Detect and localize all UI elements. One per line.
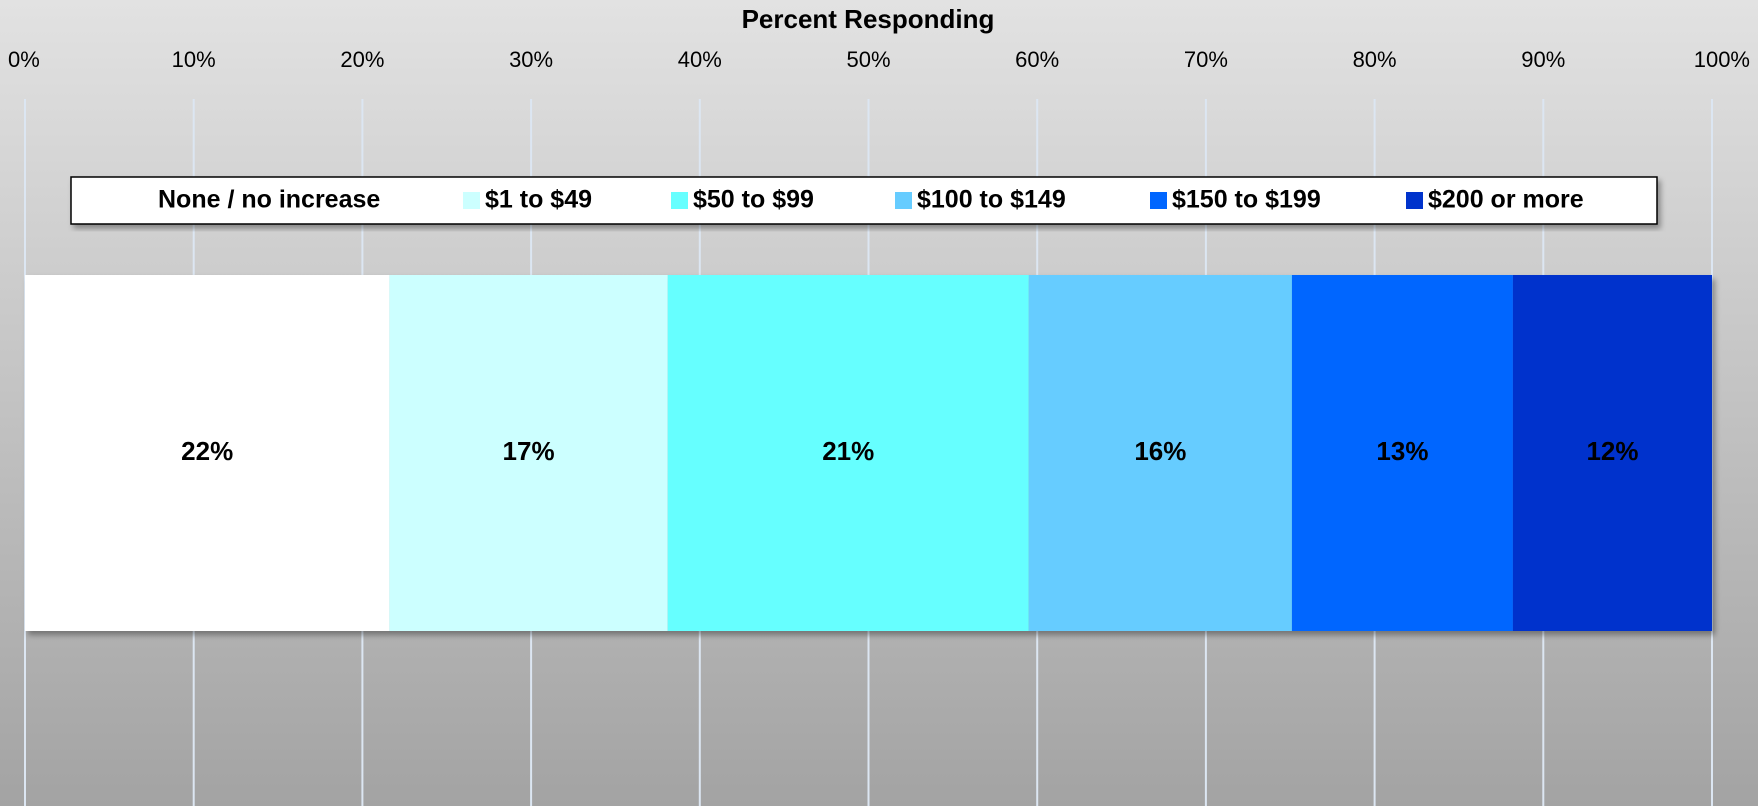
x-tick-label: 10%: [172, 47, 216, 72]
x-tick-label: 30%: [509, 47, 553, 72]
legend: None / no increase $1 to $49 $50 to $99 $10…: [70, 176, 1658, 225]
legend-box: [70, 176, 1658, 225]
x-tick-label: 0%: [8, 47, 40, 72]
legend-swatch: [1406, 192, 1423, 209]
bar-segment: [1028, 275, 1292, 631]
bar-segment: [667, 275, 1029, 631]
x-tick-label: 60%: [1015, 47, 1059, 72]
x-tick-label: 100%: [1694, 47, 1750, 72]
legend-swatch: [1150, 192, 1167, 209]
data-label: 22%: [181, 436, 233, 466]
x-tick-label: 50%: [846, 47, 890, 72]
legend-swatch: [671, 192, 688, 209]
x-tick-label: 40%: [678, 47, 722, 72]
x-tick-label: 20%: [340, 47, 384, 72]
data-label: 16%: [1134, 436, 1186, 466]
x-tick-label: 70%: [1184, 47, 1228, 72]
bar-segment: [1291, 275, 1513, 631]
legend-label: $1 to $49: [485, 186, 592, 214]
data-label: 21%: [822, 436, 874, 466]
data-label: 13%: [1376, 436, 1428, 466]
legend-label: None / no increase: [158, 186, 380, 214]
chart-title: Percent Responding: [742, 4, 995, 34]
data-label: 17%: [503, 436, 555, 466]
legend-label: $50 to $99: [693, 186, 814, 214]
legend-label: $150 to $199: [1172, 186, 1321, 214]
legend-swatch: [895, 192, 912, 209]
stacked-bar: [25, 275, 1712, 631]
legend-label: $100 to $149: [917, 186, 1066, 214]
legend-swatch: [136, 192, 153, 209]
bar-segment: [389, 275, 668, 631]
bar-segment: [25, 275, 390, 631]
legend-label: $200 or more: [1428, 186, 1584, 214]
bar-segment: [1512, 275, 1712, 631]
x-tick-label: 90%: [1521, 47, 1565, 72]
legend-swatch: [463, 192, 480, 209]
data-label: 12%: [1586, 436, 1638, 466]
x-tick-label: 80%: [1353, 47, 1397, 72]
